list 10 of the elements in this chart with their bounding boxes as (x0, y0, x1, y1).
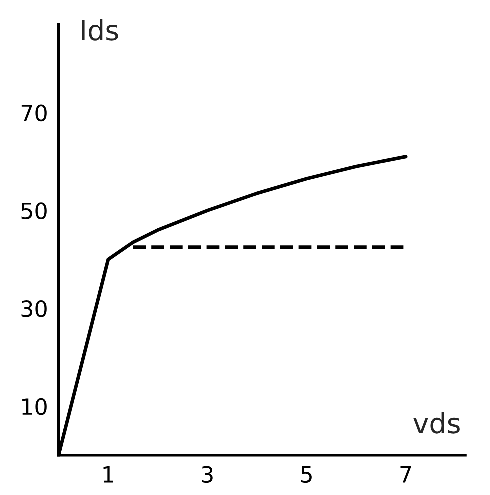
x-tick-label: 7 (400, 466, 412, 483)
y-tick-label: 30 (22, 300, 47, 318)
y-tick-label: 50 (22, 202, 47, 220)
x-axis-title: vds (414, 412, 460, 434)
y-tick-label: 10 (22, 398, 47, 416)
x-tick-label: 5 (301, 466, 312, 484)
y-tick-label: 70 (22, 104, 47, 122)
x-tick-label: 3 (202, 466, 213, 484)
x-tick-label: 1 (104, 466, 114, 483)
y-axis-title: Ids (82, 19, 118, 41)
